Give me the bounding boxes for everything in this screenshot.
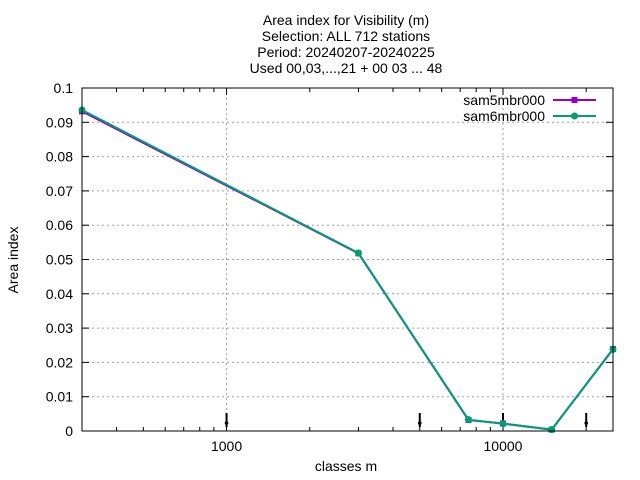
series (78, 106, 617, 434)
y-tick-label: 0.01 (46, 389, 73, 405)
series-line (81, 109, 614, 431)
title-line-1: Area index for Visibility (m) (263, 12, 429, 28)
class-markers (224, 413, 589, 427)
legend-label: sam6mbr000 (463, 108, 545, 124)
data-point (548, 426, 556, 434)
y-axis-label: Area index (5, 227, 21, 294)
chart-title: Area index for Visibility (m) Selection:… (250, 12, 443, 76)
legend-marker (571, 97, 578, 103)
y-axis: 0 0.01 0.02 0.03 0.04 0.05 0.06 0.07 0.08 0.09 0.1 (46, 80, 613, 439)
legend-label: sam5mbr000 (463, 92, 545, 108)
y-tick-label: 0.09 (46, 114, 73, 130)
data-point (499, 420, 507, 428)
title-line-3: Period: 20240207-20240225 (257, 44, 435, 60)
class-marker-dot (224, 421, 229, 425)
y-tick-label: 0.05 (46, 252, 73, 268)
title-line-2: Selection: ALL 712 stations (262, 28, 430, 44)
grid (82, 88, 613, 431)
y-tick-label: 0.1 (54, 80, 74, 96)
legend-marker (571, 112, 578, 120)
plot-frame (81, 87, 614, 432)
y-tick-label: 0.08 (46, 149, 73, 165)
class-marker-dot (584, 421, 589, 425)
y-tick-label: 0.04 (46, 286, 73, 302)
y-tick-label: 0.07 (46, 183, 73, 199)
y-tick-label: 0.02 (46, 354, 73, 370)
class-marker-dot (417, 421, 422, 425)
data-point (354, 249, 362, 257)
y-tick-label: 0.03 (46, 320, 73, 336)
series-line (81, 110, 614, 431)
y-tick-label: 0 (65, 423, 73, 439)
x-tick-label: 10000 (484, 438, 523, 454)
x-axis-label: classes m (315, 458, 377, 474)
data-point (464, 416, 472, 424)
title-line-4: Used 00,03,...,21 + 00 03 ... 48 (250, 60, 443, 76)
x-axis: 1000 10000 (116, 88, 587, 454)
y-tick-label: 0.06 (46, 217, 73, 233)
x-tick-label: 1000 (211, 438, 242, 454)
